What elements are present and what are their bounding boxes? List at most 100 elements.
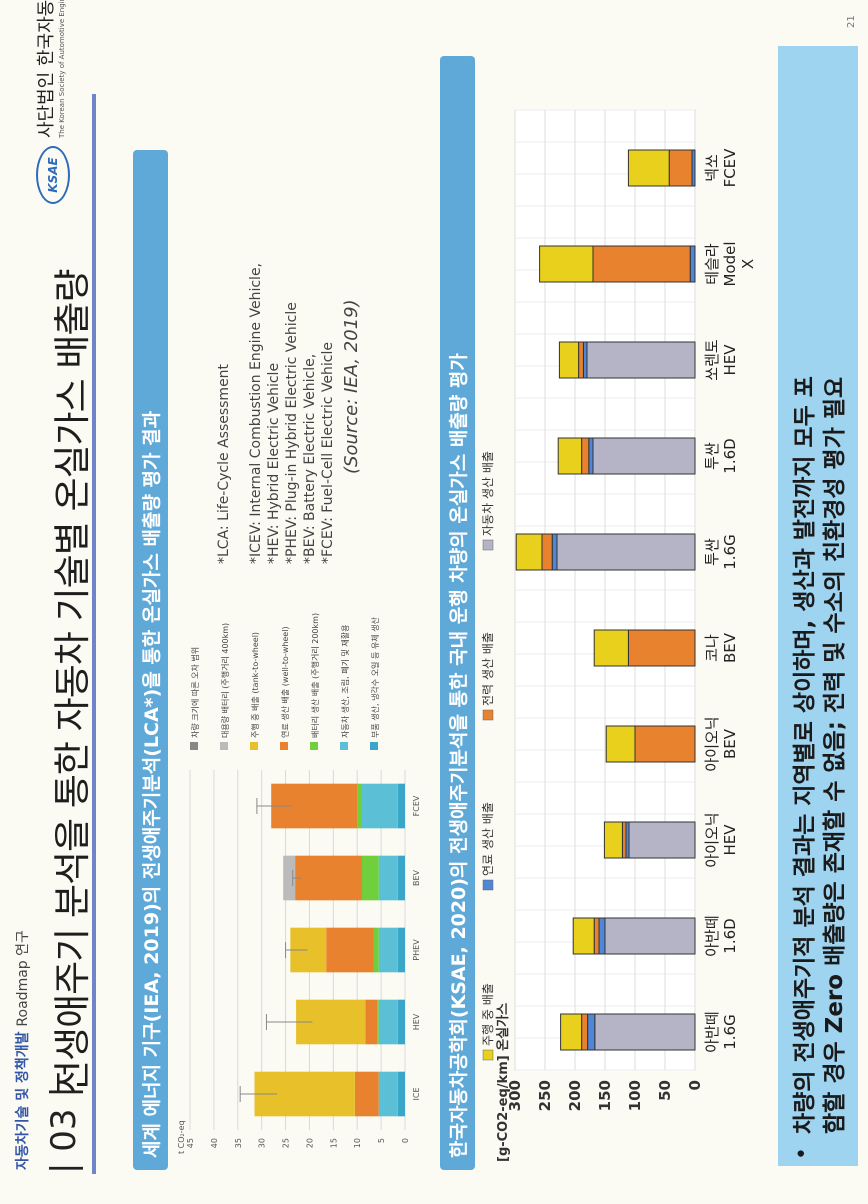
- x-tick-label-line: Model: [721, 241, 739, 286]
- x-tick-label: PHEV: [412, 939, 421, 961]
- y-axis-label: [g-CO2-eq/km] 온실가스: [495, 1003, 511, 1162]
- bar-segment: [593, 629, 629, 667]
- bar-segment: [634, 725, 696, 763]
- bar-segment: [560, 1013, 583, 1051]
- bar-segment: [295, 855, 362, 901]
- x-tick-label-line: 1.6G: [721, 1014, 739, 1049]
- y-tick-label: 0: [686, 1080, 704, 1090]
- bar-segment: [397, 783, 405, 829]
- legend-swatch: [482, 1049, 494, 1061]
- bar-segment: [605, 725, 636, 763]
- x-tick-label: 쏘렌토HEV: [703, 339, 739, 381]
- bar-segment: [271, 783, 358, 829]
- legend-label: 연료 생산 배출: [481, 802, 495, 876]
- legend-label: 부품 생산, 냉각수 오일 등 유체 생산: [370, 617, 380, 738]
- x-tick-label: 아이오닉HEV: [703, 812, 739, 867]
- x-tick-label-line: 1.6G: [721, 534, 739, 569]
- x-tick-label: 코나BEV: [703, 632, 739, 663]
- x-tick-label-line: X: [739, 259, 757, 269]
- x-tick-label-line: 아이오닉: [703, 812, 721, 867]
- y-tick-label: 150: [596, 1080, 614, 1111]
- bar-segment: [621, 821, 627, 859]
- legend-swatch: [250, 742, 258, 750]
- bar-segment: [627, 629, 696, 667]
- section1-banner: 세계 에너지 기구(IEA, 2019)의 전생애주기분석(LCA*)을 통한 …: [133, 150, 168, 1170]
- x-tick-label-line: 테슬라: [703, 243, 721, 285]
- logo-english: The Korean Society of Automotive Enginee…: [58, 0, 66, 138]
- legend-label: 배터리 생산 배출 (주행거리 200km): [310, 613, 320, 738]
- x-tick-label: BEV: [412, 869, 421, 886]
- x-tick-label: FCEV: [412, 795, 421, 816]
- legend-swatch: [190, 742, 198, 750]
- bar-segment: [689, 245, 696, 283]
- bar-segment: [587, 1013, 596, 1051]
- legend-swatch: [482, 879, 494, 891]
- y-tick-label: 40: [210, 1138, 219, 1148]
- legend-label: 차량 크기에 따른 오차 범위: [190, 647, 200, 738]
- bar-segment: [377, 999, 379, 1045]
- legend-swatch: [482, 539, 494, 551]
- legend-label: 주행 중 배출 (tank-to-wheel): [250, 632, 260, 738]
- x-tick-label: 아반떼1.6D: [703, 915, 739, 956]
- y-tick-label: 35: [234, 1138, 243, 1148]
- legend-swatch: [220, 742, 228, 750]
- bar-segment: [539, 245, 594, 283]
- legend-label: 주행 중 배출: [480, 983, 495, 1046]
- y-tick-label: 30: [258, 1138, 267, 1148]
- x-tick-label: 테슬라ModelX: [703, 241, 757, 286]
- bar-segment: [354, 1071, 379, 1117]
- x-tick-label-line: 투싼: [703, 442, 721, 470]
- legend-swatch: [310, 742, 318, 750]
- bar-segment: [378, 927, 398, 973]
- conclusion-line2: 함할 경우 Zero 배출량은 존재할 수 없음; 전력 및 수소의 친환경성 …: [822, 376, 848, 1134]
- conclusion-text: 차량의 전생애주기적 분석 결과는 지역별로 상이하며, 생산과 발전까지 모두…: [790, 64, 850, 1134]
- x-tick-label-line: BEV: [721, 728, 739, 759]
- x-tick-label: 투싼1.6G: [703, 534, 739, 569]
- title-rule: [92, 94, 96, 1174]
- legend-label: 자동차 생산, 조립, 폐기 및 재활용: [340, 625, 350, 738]
- x-tick-label-line: BEV: [721, 632, 739, 663]
- legend-label: 전력 생산 배출: [481, 632, 495, 706]
- note-item: *BEV: Battery Electric Vehicle,: [302, 353, 318, 564]
- bar-segment: [397, 855, 405, 901]
- bar-segment: [397, 1071, 405, 1117]
- bar-segment: [581, 437, 590, 475]
- note-item: *ICEV: Internal Combustion Engine Vehicl…: [248, 262, 264, 564]
- bar-segment: [290, 927, 327, 973]
- y-tick-label: 15: [329, 1138, 338, 1148]
- bar-segment: [397, 999, 405, 1045]
- y-tick-label: 300: [506, 1080, 524, 1111]
- bar-segment: [378, 999, 398, 1045]
- bar-segment: [373, 927, 379, 973]
- bar-segment: [578, 341, 584, 379]
- x-tick-label-line: 투싼: [703, 538, 721, 566]
- legend-swatch: [482, 709, 494, 721]
- x-tick-label: ICE: [412, 1088, 421, 1101]
- legend-swatch: [280, 742, 288, 750]
- ksae-logo: KSAE 사단법인 한국자동차공학회 The Korean Society of…: [30, 0, 80, 204]
- bar-segment: [296, 999, 366, 1045]
- x-tick-label-line: HEV: [721, 824, 739, 856]
- x-tick-label: 투싼1.6D: [703, 438, 739, 473]
- x-tick-label-line: HEV: [721, 344, 739, 376]
- page-title: 전생애주기 분석을 통한 자동차 기술별 온실가스 배출량: [51, 269, 94, 1095]
- bar-segment: [581, 1013, 589, 1051]
- bar-segment: [357, 783, 363, 829]
- note-item: *HEV: Hybrid Electric Vehicle: [266, 362, 282, 564]
- x-tick-label: 넥쏘FCEV: [703, 148, 739, 188]
- y-tick-label: 5: [377, 1138, 386, 1143]
- bar-segment: [588, 437, 594, 475]
- y-tick-label: 20: [305, 1138, 314, 1148]
- bar-segment: [326, 927, 374, 973]
- bar-segment: [378, 855, 398, 901]
- title-number: | 03 |: [44, 1086, 84, 1174]
- bar-segment: [592, 437, 696, 475]
- x-tick-label: 아이오닉BEV: [703, 716, 739, 771]
- x-tick-label-line: 아반떼: [703, 915, 721, 956]
- ksae-lca-chart: 주행 중 배출 연료 생산 배출 전력 생산 배출 자동차 생산 배출 0 50 100 15…: [480, 109, 757, 1162]
- note-item: *FCEV: Fuel-Cell Electric Vehicle: [320, 341, 336, 564]
- bullet: •: [790, 1147, 815, 1160]
- y-tick-label: 100: [626, 1080, 644, 1111]
